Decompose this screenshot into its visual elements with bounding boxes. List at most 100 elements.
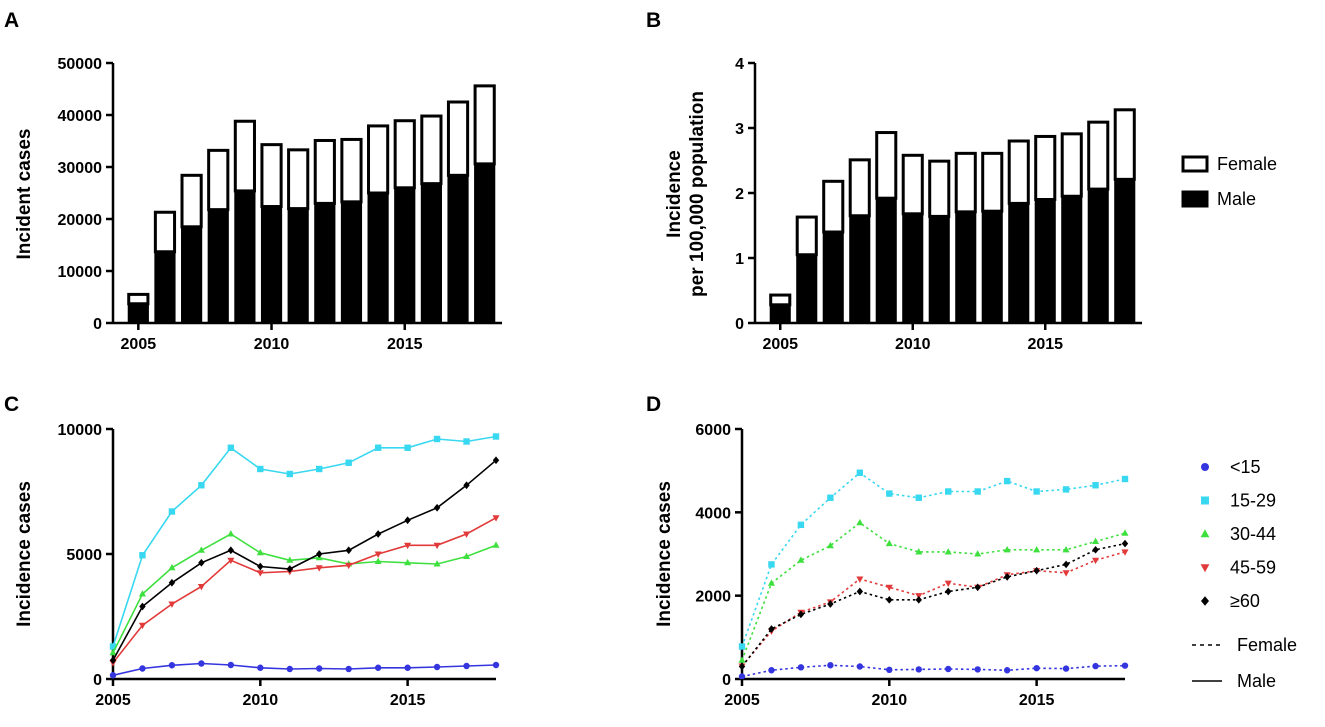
panel-a-y-tick-label: 50000 — [58, 56, 103, 73]
panel-d-point-60-2011 — [915, 595, 922, 604]
panel-a-bar-male-2006 — [154, 250, 176, 324]
panel-a-bar-female-2013 — [340, 137, 363, 204]
panel-d-point-60-2013 — [974, 583, 981, 592]
panel-c-point-30-44-2007 — [168, 563, 176, 571]
panel-a-bar-female-2015 — [393, 119, 416, 190]
panel-b-bar-chart: 0 1 2 3 4 2005 2010 2015 — [735, 56, 1142, 353]
panel-d-point-45-59-2017 — [1092, 557, 1100, 565]
legend-marker-60 — [1201, 596, 1209, 606]
panel-d-point-60-2015 — [1033, 566, 1040, 575]
panel-c-point-45-59-2013 — [345, 562, 353, 570]
panel-c-point-45-59-2008 — [197, 583, 205, 591]
panel-d-point-15-29-2013 — [974, 488, 981, 495]
panel-d-point-15-2012 — [945, 665, 952, 673]
panel-c-line-45-59 — [112, 517, 497, 664]
panel-b-y-tick-label: 4 — [735, 56, 744, 73]
panel-b-bar-male-2008 — [849, 214, 871, 324]
panel-c-y-tick-label: 10000 — [58, 422, 103, 439]
panel-c-point-60-2006 — [139, 602, 146, 611]
panel-d-point-15-29-2017 — [1092, 482, 1099, 489]
panel-d-point-30-44-2013 — [974, 550, 982, 557]
panel-b-bar-male-2014 — [1008, 202, 1030, 324]
panel-c-point-30-44-2010 — [256, 548, 264, 556]
panel-d-point-30-44-2011 — [915, 548, 923, 555]
panel-c-point-30-44-2017 — [463, 552, 471, 560]
panel-a-bar-male-2012 — [314, 202, 336, 324]
panel-c-point-30-44-2014 — [374, 557, 382, 565]
panel-c-y-tick-label: 0 — [93, 672, 102, 689]
panel-a-y-tick-label: 0 — [93, 316, 102, 333]
panel-d-x-tick-label: 2015 — [1019, 692, 1055, 709]
panel-c-line-60 — [112, 459, 497, 661]
panel-b-bar-male-2011 — [928, 215, 950, 324]
legend-marker-15 — [1201, 463, 1209, 471]
panel-d-point-15-29-2008 — [827, 494, 834, 501]
panel-d-point-60-2017 — [1092, 545, 1099, 554]
legend-marker-45-59 — [1200, 564, 1210, 573]
panel-a-y-tick-label: 10000 — [58, 264, 103, 281]
legend-label-15: <15 — [1230, 457, 1261, 477]
panel-c-point-15-29-2008 — [198, 482, 205, 489]
panel-d-point-15-2017 — [1092, 662, 1099, 670]
panel-a-bar-male-2013 — [340, 200, 363, 324]
panel-c-point-45-59-2018 — [492, 515, 500, 522]
panel-c-point-15-29-2010 — [257, 465, 264, 473]
panel-c-line-30-44 — [112, 533, 497, 654]
legend-label-60: ≥60 — [1230, 591, 1260, 611]
panel-d-y-tick-label: 0 — [722, 672, 731, 689]
panel-a-bar-female-2014 — [367, 124, 390, 195]
panel-c-point-60-2011 — [286, 565, 293, 573]
panel-a-bar-male-2015 — [394, 186, 416, 324]
panel-d-point-45-59-2010 — [885, 584, 893, 592]
panel-c-y-label: Incidence cases — [14, 481, 35, 627]
panel-d-point-30-44-2009 — [856, 518, 864, 526]
panel-c-point-30-44-2018 — [492, 541, 500, 548]
panel-d-point-30-44-2017 — [1092, 537, 1100, 545]
panel-c-point-30-44-2016 — [433, 560, 441, 567]
panel-d-point-15-29-2012 — [945, 488, 952, 495]
panel-c-point-45-59-2010 — [256, 570, 264, 577]
panel-d-point-15-29-2014 — [1003, 477, 1011, 485]
panel-c-point-45-59-2009 — [227, 557, 235, 565]
panel-d-point-60-2014 — [1003, 573, 1011, 581]
panel-c-point-45-59-2017 — [463, 531, 471, 538]
panel-d-point-15-29-2011 — [915, 494, 922, 501]
panel-c-point-15-29-2013 — [345, 459, 352, 466]
panel-d-point-15-29-2018 — [1121, 475, 1129, 483]
panel-b-bar-male-2007 — [822, 231, 844, 324]
panel-c-point-15-29-2009 — [227, 444, 235, 451]
legend-male-label: Male — [1217, 189, 1256, 209]
panel-a-y-tick-label: 30000 — [58, 160, 103, 177]
panel-a-bar-male-2009 — [234, 189, 256, 324]
panel-a-bar-female-2010 — [260, 143, 283, 209]
legend-line-label-male: Male — [1237, 671, 1276, 691]
panel-c-point-45-59-2015 — [404, 542, 412, 550]
panel-a-bar-male-2018 — [474, 162, 496, 324]
panel-d-point-15-29-2006 — [768, 561, 775, 568]
panel-c-point-15-2009 — [227, 661, 235, 669]
panel-a-bar-female-2008 — [207, 148, 230, 212]
panel-a-bar-male-2005 — [127, 302, 149, 325]
panel-c-point-45-59-2016 — [433, 542, 441, 550]
panel-b-bar-female-2008 — [848, 158, 871, 218]
panel-d-x-tick-label: 2005 — [724, 692, 760, 709]
panel-a-bar-male-2010 — [260, 205, 283, 325]
panel-d-point-15-2005 — [738, 673, 746, 680]
panel-b-y-label-line2: per 100,000 population — [687, 91, 708, 297]
panel-d-point-60-2016 — [1062, 560, 1070, 569]
panel-b-y-tick-label: 2 — [735, 186, 744, 203]
panel-c-point-15-29-2014 — [374, 444, 382, 451]
panel-c-point-15-29-2018 — [492, 433, 500, 440]
panel-c-point-60-2005 — [109, 656, 117, 665]
panel-a-bar-female-2006 — [153, 210, 177, 254]
panel-b-bar-male-2013 — [981, 210, 1003, 324]
panel-a-x-tick-label: 2005 — [121, 336, 157, 353]
panel-c-point-45-59-2006 — [138, 622, 146, 630]
panel-c-point-15-2010 — [257, 664, 264, 671]
panel-d-point-15-29-2010 — [886, 490, 893, 497]
panel-c-point-30-44-2011 — [286, 556, 294, 563]
panel-c-point-15-29-2016 — [433, 435, 441, 443]
panel-d-point-15-2018 — [1121, 662, 1129, 669]
panel-b-bar-female-2006 — [795, 215, 818, 257]
panel-d-point-45-59-2016 — [1062, 570, 1070, 577]
